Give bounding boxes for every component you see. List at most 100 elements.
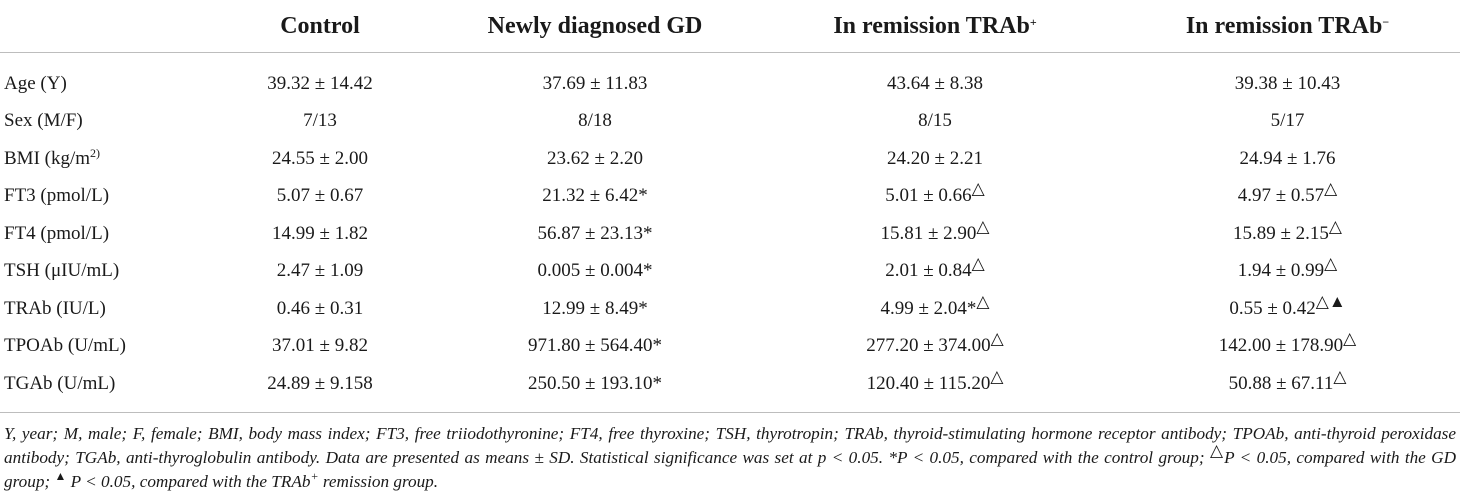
control-value: 39.32 ± 14.42: [267, 72, 373, 94]
significance-mark: △: [1324, 254, 1338, 274]
table-row: TGAb (U/mL) 24.89 ± 9.158 250.50 ± 193.1…: [0, 365, 1460, 403]
header-empty: [0, 0, 205, 53]
gd-value: 12.99 ± 8.49*: [542, 297, 648, 319]
header-newly-diagnosed-gd: Newly diagnosed GD: [487, 12, 703, 39]
table-row: FT3 (pmol/L) 5.07 ± 0.67 21.32 ± 6.42* 5…: [0, 178, 1460, 216]
header-sup: +: [1029, 14, 1037, 29]
header-control: Control: [280, 12, 360, 39]
remission-pos-value: 5.01 ± 0.66: [885, 185, 972, 207]
header-remission-trab-negative: In remission TRAb−: [1115, 0, 1460, 53]
header-sup: −: [1382, 14, 1390, 29]
remission-pos-value: 2.01 ± 0.84: [885, 260, 972, 282]
table-row: BMI (kg/m2) 24.55 ± 2.00 23.62 ± 2.20 24…: [0, 140, 1460, 178]
significance-mark: △: [990, 329, 1004, 349]
footnote-text: Y, year; M, male; F, female; BMI, body m…: [4, 424, 1456, 467]
row-label: FT4 (pmol/L): [4, 222, 110, 244]
significance-mark: △: [1333, 366, 1347, 386]
gd-value: 56.87 ± 23.13*: [537, 222, 653, 244]
row-label: BMI (kg/m: [4, 147, 91, 169]
remission-pos-cell: 15.81 ± 2.90△: [755, 215, 1115, 253]
remission-neg-value: 50.88 ± 67.11: [1228, 372, 1334, 394]
gd-value: 37.69 ± 11.83: [542, 72, 648, 94]
control-value: 5.07 ± 0.67: [276, 185, 364, 207]
table-row: FT4 (pmol/L) 14.99 ± 1.82 56.87 ± 23.13*…: [0, 215, 1460, 253]
remission-pos-value: 120.40 ± 115.20: [866, 372, 991, 394]
footnote-sup: +: [310, 469, 319, 483]
remission-neg-value: 1.94 ± 0.99: [1237, 260, 1325, 282]
gd-value: 21.32 ± 6.42*: [542, 185, 648, 207]
row-label: TSH (μIU/mL): [4, 260, 120, 282]
header-label: In remission TRAb: [1185, 12, 1383, 39]
row-label: TRAb (IU/L): [4, 297, 106, 319]
row-label: Sex (M/F): [4, 110, 83, 132]
significance-mark: △: [976, 291, 990, 311]
footnote-text: P < 0.05, compared with the GD group;: [4, 448, 1457, 491]
remission-neg-value: 5/17: [1270, 110, 1305, 132]
gd-value: 8/18: [578, 110, 612, 132]
table-row: TRAb (IU/L) 0.46 ± 0.31 12.99 ± 8.49* 4.…: [0, 290, 1460, 328]
footnote-text: P < 0.05, compared with the TRAb: [66, 472, 311, 491]
control-value: 7/13: [303, 110, 337, 132]
gd-value: 971.80 ± 564.40*: [528, 335, 662, 357]
remission-neg-value: 142.00 ± 178.90: [1218, 335, 1344, 357]
row-label: Age (Y): [4, 72, 67, 94]
remission-pos-value: 15.81 ± 2.90: [880, 222, 977, 244]
significance-mark: △: [971, 254, 985, 274]
remission-neg-cell: 50.88 ± 67.11△: [1115, 365, 1460, 403]
header-remission-trab-positive: In remission TRAb+: [755, 0, 1115, 53]
control-value: 2.47 ± 1.09: [276, 260, 364, 282]
control-value: 24.89 ± 9.158: [267, 372, 373, 394]
open-triangle-mark: △: [1209, 441, 1225, 460]
remission-pos-value: 24.20 ± 2.21: [887, 147, 983, 169]
significance-mark: △: [1343, 329, 1357, 349]
remission-neg-cell: 1.94 ± 0.99△: [1115, 253, 1460, 291]
filled-triangle-mark: ▲: [54, 469, 67, 483]
significance-mark: △▲: [1315, 291, 1346, 311]
footnote-divider: [0, 412, 1460, 413]
remission-neg-value: 0.55 ± 0.42: [1229, 297, 1316, 319]
table-footnote: Y, year; M, male; F, female; BMI, body m…: [4, 422, 1456, 494]
gd-value: 250.50 ± 193.10*: [528, 372, 662, 394]
remission-pos-value: 4.99 ± 2.04*: [880, 297, 977, 319]
data-table: Control Newly diagnosed GD In remission …: [0, 0, 1460, 403]
table-row: TPOAb (U/mL) 37.01 ± 9.82 971.80 ± 564.4…: [0, 328, 1460, 366]
remission-pos-cell: 5.01 ± 0.66△: [755, 178, 1115, 216]
remission-pos-cell: 120.40 ± 115.20△: [755, 365, 1115, 403]
table-row: Sex (M/F) 7/13 8/18 8/15 5/17: [0, 103, 1460, 141]
significance-mark: △: [990, 366, 1004, 386]
remission-pos-value: 277.20 ± 374.00: [866, 335, 991, 357]
gd-value: 23.62 ± 2.20: [547, 147, 643, 169]
row-label-sup: 2): [90, 145, 101, 160]
remission-neg-value: 15.89 ± 2.15: [1232, 222, 1329, 244]
remission-pos-cell: 4.99 ± 2.04*△: [755, 290, 1115, 328]
footnote-text: remission group.: [318, 472, 439, 491]
control-value: 37.01 ± 9.82: [272, 335, 368, 357]
control-value: 14.99 ± 1.82: [272, 222, 368, 244]
control-value: 24.55 ± 2.00: [272, 147, 368, 169]
table-row: TSH (μIU/mL) 2.47 ± 1.09 0.005 ± 0.004* …: [0, 253, 1460, 291]
remission-neg-value: 24.94 ± 1.76: [1239, 147, 1336, 169]
row-label: FT3 (pmol/L): [4, 185, 110, 207]
row-label: TPOAb (U/mL): [4, 335, 126, 357]
header-row: Control Newly diagnosed GD In remission …: [0, 0, 1460, 53]
remission-neg-cell: 142.00 ± 178.90△: [1115, 328, 1460, 366]
remission-neg-value: 39.38 ± 10.43: [1234, 72, 1341, 94]
significance-mark: △: [1324, 179, 1338, 199]
control-value: 0.46 ± 0.31: [276, 297, 364, 319]
remission-neg-cell: 0.55 ± 0.42△▲: [1115, 290, 1460, 328]
remission-pos-value: 8/15: [918, 110, 952, 132]
remission-pos-cell: 2.01 ± 0.84△: [755, 253, 1115, 291]
remission-neg-cell: 15.89 ± 2.15△: [1115, 215, 1460, 253]
table-row: Age (Y) 39.32 ± 14.42 37.69 ± 11.83 43.6…: [0, 53, 1460, 103]
header-label: In remission TRAb: [833, 12, 1030, 39]
row-label-cell: BMI (kg/m2): [0, 140, 205, 178]
gd-value: 0.005 ± 0.004*: [537, 260, 653, 282]
significance-mark: △: [976, 216, 990, 236]
row-label: TGAb (U/mL): [4, 372, 116, 394]
significance-mark: △: [971, 179, 985, 199]
remission-neg-value: 4.97 ± 0.57: [1237, 185, 1325, 207]
remission-neg-cell: 4.97 ± 0.57△: [1115, 178, 1460, 216]
remission-pos-value: 43.64 ± 8.38: [887, 72, 983, 94]
significance-mark: △: [1328, 216, 1342, 236]
remission-pos-cell: 277.20 ± 374.00△: [755, 328, 1115, 366]
